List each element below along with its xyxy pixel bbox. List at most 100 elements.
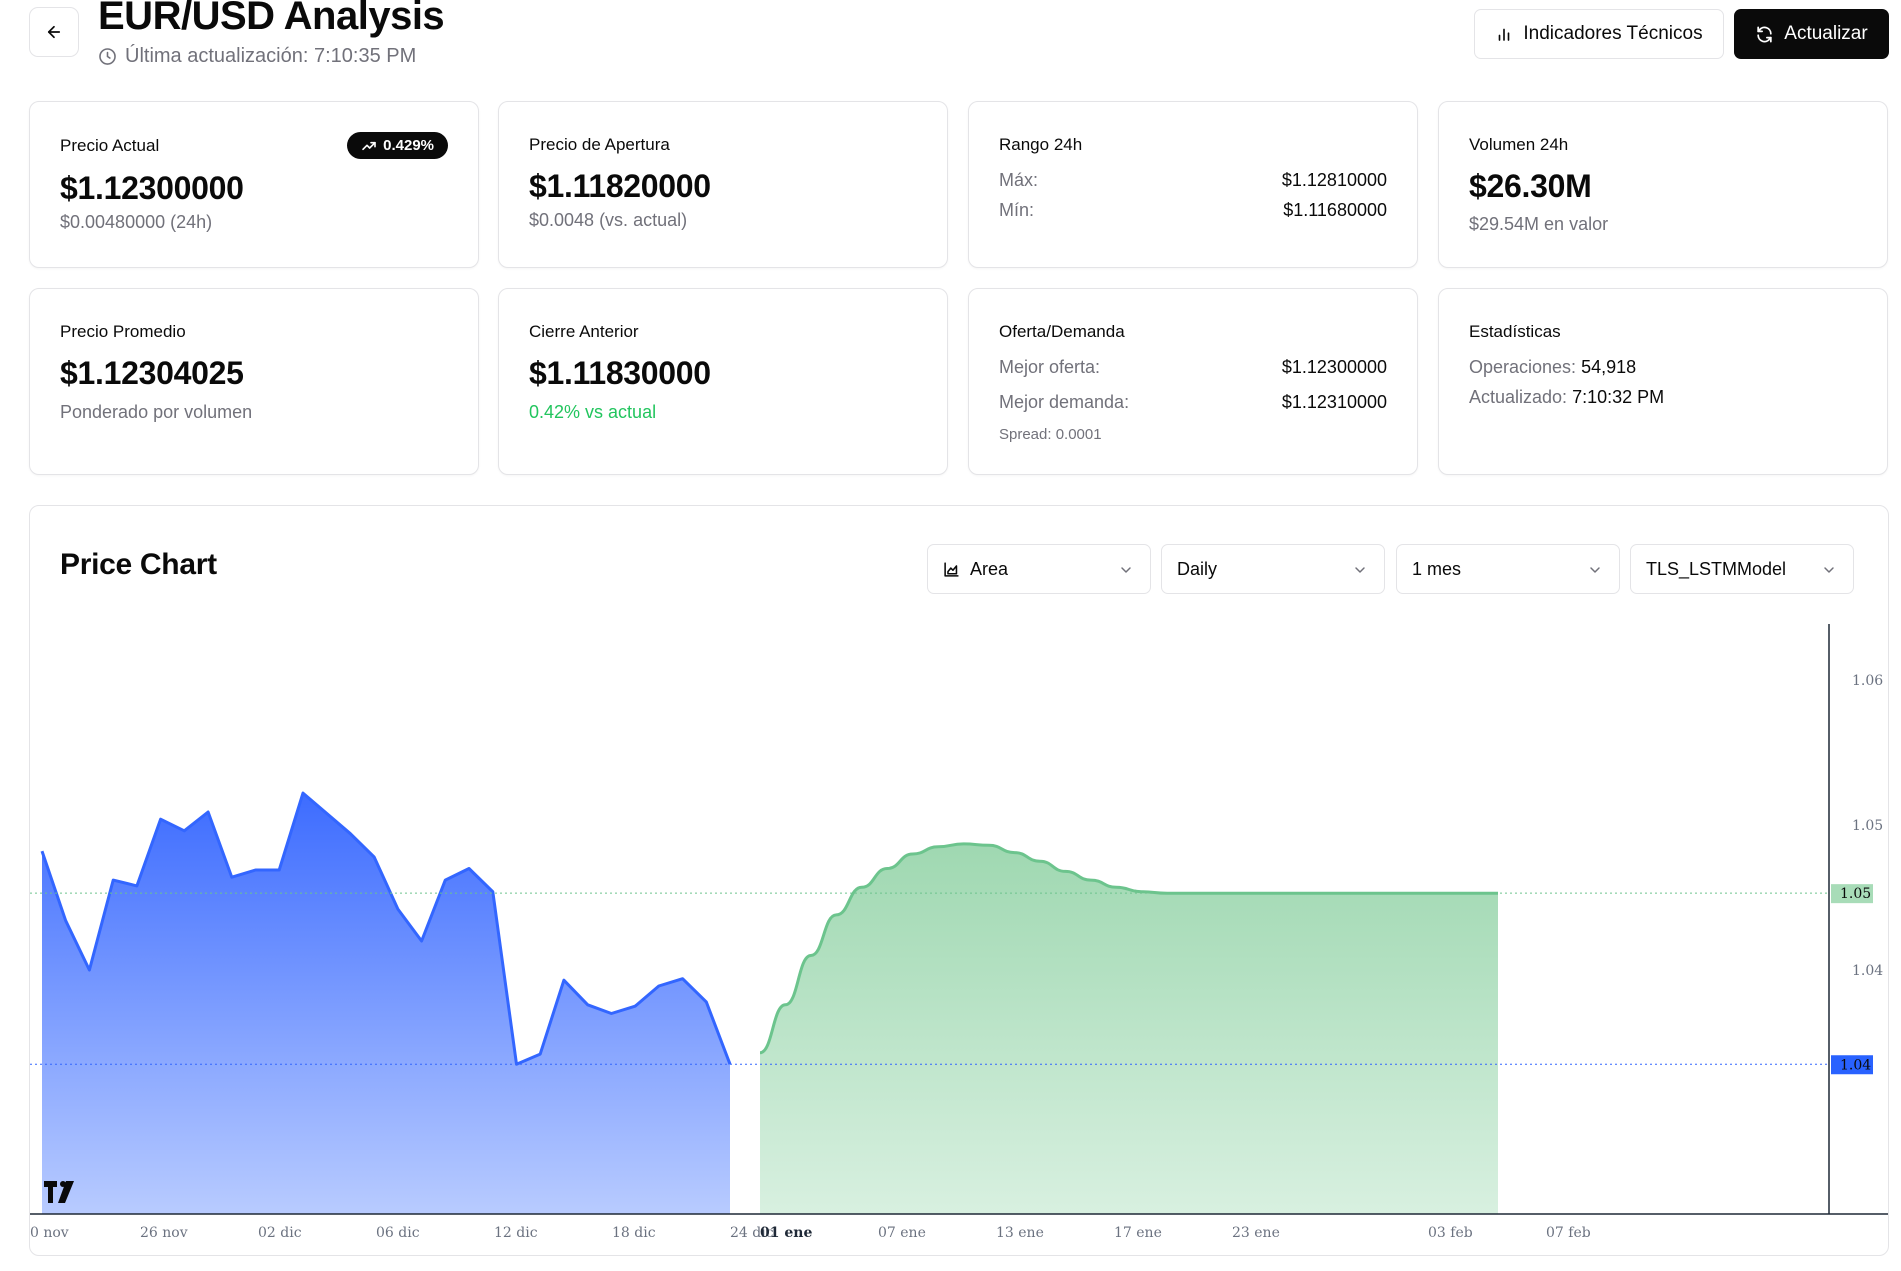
x-tick-label: 24 dic	[730, 1225, 774, 1241]
forecast-price-tag-bg	[1831, 884, 1873, 904]
last-update: Última actualización: 7:10:35 PM	[98, 45, 416, 68]
best-ask-value: $1.12310000	[1281, 392, 1387, 412]
interval-select[interactable]: Daily	[1161, 544, 1385, 594]
chevron-down-icon	[1824, 567, 1834, 573]
bid-ask-card: Oferta/Demanda Mejor oferta: $1.12300000…	[968, 288, 1418, 475]
x-tick-label: 07 feb	[1546, 1225, 1591, 1241]
area-chart-icon	[944, 561, 959, 577]
updated-label: Actualizado:	[1469, 387, 1568, 407]
bar-chart-icon	[1499, 28, 1510, 41]
updated-row: Actualizado: 7:10:32 PM	[1469, 387, 1664, 408]
trending-up-icon	[362, 141, 376, 150]
x-tick-label: 23 ene	[1232, 1225, 1280, 1241]
best-bid-row: Mejor oferta: $1.12300000	[999, 357, 1387, 378]
volume-value: $26.30M	[1469, 168, 1592, 204]
chart-type-select[interactable]: Area	[927, 544, 1151, 594]
interval-value: Daily	[1177, 558, 1218, 579]
bid-ask-label: Oferta/Demanda	[999, 322, 1125, 341]
x-tick-label: 12 dic	[494, 1225, 538, 1241]
x-tick-label: 17 ene	[1114, 1225, 1162, 1241]
technical-indicators-button[interactable]: Indicadores Técnicos	[1474, 9, 1724, 59]
open-price-label: Precio de Apertura	[529, 135, 670, 154]
historical-price-tag: 1.04	[1840, 1057, 1871, 1073]
operations-value: 54,918	[1581, 357, 1637, 377]
range-select[interactable]: 1 mes	[1396, 544, 1620, 594]
best-bid-label: Mejor oferta:	[999, 357, 1101, 377]
x-tick-label: 18 dic	[612, 1225, 656, 1241]
x-tick-label: 07 ene	[878, 1225, 926, 1241]
best-ask-label: Mejor demanda:	[999, 392, 1130, 412]
open-price-diff: $0.0048 (vs. actual)	[529, 210, 688, 230]
historical-series-area	[42, 793, 730, 1214]
refresh-label: Actualizar	[1784, 23, 1868, 44]
avg-price-value: $1.12304025	[60, 355, 244, 391]
forecast-price-tag: 1.05	[1840, 886, 1871, 902]
current-price-change: $0.00480000 (24h)	[60, 212, 213, 232]
range-min-value: $1.11680000	[1283, 200, 1387, 220]
best-ask-row: Mejor demanda: $1.12310000	[999, 392, 1387, 413]
operations-label: Operaciones:	[1469, 357, 1577, 377]
x-tick-label: 13 ene	[996, 1225, 1044, 1241]
refresh-icon	[1757, 26, 1772, 42]
avg-price-label: Precio Promedio	[60, 322, 186, 341]
page-title: EUR/USD Analysis	[98, 0, 445, 38]
chart-type-value: Area	[970, 558, 1009, 579]
x-tick-label: 01 ene	[760, 1225, 812, 1241]
model-select[interactable]: TLS_LSTMModel	[1630, 544, 1854, 594]
prev-close-label: Cierre Anterior	[529, 322, 639, 341]
range-max-label: Máx:	[999, 170, 1039, 190]
arrow-left-icon	[47, 25, 61, 39]
stats-label: Estadísticas	[1469, 322, 1561, 341]
technical-indicators-label: Indicadores Técnicos	[1523, 23, 1703, 44]
best-bid-value: $1.12300000	[1281, 357, 1387, 377]
volume-sub: $29.54M en valor	[1469, 214, 1609, 234]
price-chart-card: Price Chart Area Daily 1 mes TLS_LSTMMod…	[29, 505, 1889, 1256]
y-tick-label: 1.06	[1852, 673, 1883, 689]
x-tick-label: 0 nov	[30, 1225, 69, 1241]
prev-close-value: $1.11830000	[529, 355, 711, 391]
forecast-series-area	[760, 843, 1498, 1214]
x-tick-label: 02 dic	[258, 1225, 302, 1241]
historical-price-tag-bg	[1831, 1055, 1873, 1075]
range-min-label: Mín:	[999, 200, 1035, 220]
current-price-value: $1.12300000	[60, 170, 244, 206]
open-price-value: $1.11820000	[529, 168, 711, 204]
current-price-label: Precio Actual	[60, 136, 160, 155]
chevron-down-icon	[1590, 567, 1600, 573]
operations-row: Operaciones: 54,918	[1469, 357, 1636, 378]
volume-24h-card: Volumen 24h $26.30M $29.54M en valor	[1438, 101, 1888, 268]
x-tick-label: 03 feb	[1428, 1225, 1473, 1241]
current-price-card: Precio Actual 0.429% $1.12300000 $0.0048…	[29, 101, 479, 268]
range-label: Rango 24h	[999, 135, 1083, 154]
prev-close-diff: 0.42% vs actual	[529, 402, 657, 422]
range-max-row: Máx: $1.12810000	[999, 170, 1387, 191]
tradingview-logo	[44, 1181, 74, 1203]
chevron-down-icon	[1121, 567, 1131, 573]
y-tick-label: 1.04	[1852, 963, 1883, 979]
clock-icon	[99, 48, 116, 65]
range-max-value: $1.12810000	[1281, 170, 1387, 190]
avg-price-sub: Ponderado por volumen	[60, 402, 253, 422]
spread-text: Spread: 0.0001	[999, 426, 1102, 443]
chevron-down-icon	[1355, 567, 1365, 573]
volume-label: Volumen 24h	[1469, 135, 1569, 154]
model-value: TLS_LSTMModel	[1646, 558, 1787, 579]
range-min-row: Mín: $1.11680000	[999, 200, 1387, 221]
range-value: 1 mes	[1412, 558, 1462, 579]
updated-value: 7:10:32 PM	[1572, 387, 1665, 407]
avg-price-card: Precio Promedio $1.12304025 Ponderado po…	[29, 288, 479, 475]
change-badge-text: 0.429%	[383, 137, 434, 154]
open-price-card: Precio de Apertura $1.11820000 $0.0048 (…	[498, 101, 948, 268]
x-tick-label: 26 nov	[140, 1225, 188, 1241]
price-chart[interactable]: 1.06 1.05 1.04 1.05 1.04 0 nov 26 nov 02 dic 06…	[30, 506, 1888, 1255]
change-badge: 0.429%	[347, 132, 448, 159]
back-button[interactable]	[29, 7, 79, 57]
chart-title: Price Chart	[60, 548, 217, 581]
stats-card: Estadísticas Operaciones: 54,918 Actuali…	[1438, 288, 1888, 475]
prev-close-card: Cierre Anterior $1.11830000 0.42% vs act…	[498, 288, 948, 475]
refresh-button[interactable]: Actualizar	[1734, 9, 1889, 59]
historical-series-line	[40, 791, 732, 1066]
last-update-text: Última actualización: 7:10:35 PM	[125, 45, 417, 67]
x-tick-label: 06 dic	[376, 1225, 420, 1241]
y-tick-label: 1.05	[1852, 818, 1883, 834]
